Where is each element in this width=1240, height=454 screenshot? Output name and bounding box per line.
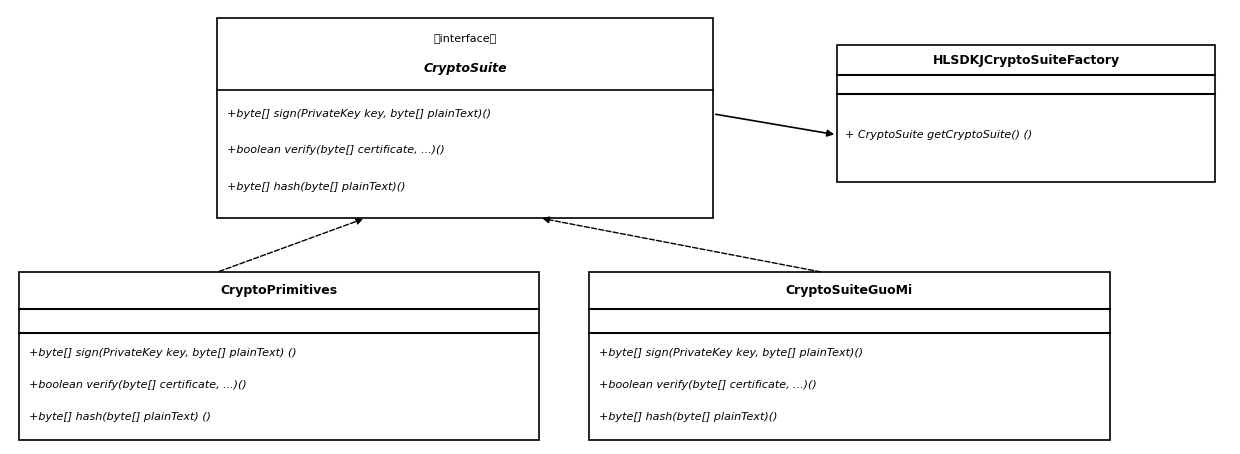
Text: +boolean verify(byte[] certificate, ...)(): +boolean verify(byte[] certificate, ...)… <box>599 380 817 390</box>
Text: +byte[] hash(byte[] plainText)(): +byte[] hash(byte[] plainText)() <box>227 182 405 192</box>
Text: +byte[] hash(byte[] plainText) (): +byte[] hash(byte[] plainText) () <box>29 412 211 422</box>
Bar <box>217 18 713 218</box>
Text: +boolean verify(byte[] certificate, ...)(): +boolean verify(byte[] certificate, ...)… <box>227 145 445 155</box>
Text: CryptoSuite: CryptoSuite <box>423 62 507 75</box>
Text: CryptoSuiteGuoMi: CryptoSuiteGuoMi <box>786 284 913 297</box>
Text: 《interface》: 《interface》 <box>433 33 497 43</box>
Text: +byte[] sign(PrivateKey key, byte[] plainText)(): +byte[] sign(PrivateKey key, byte[] plai… <box>227 109 491 119</box>
Bar <box>837 45 1215 182</box>
Text: +byte[] sign(PrivateKey key, byte[] plainText) (): +byte[] sign(PrivateKey key, byte[] plai… <box>29 348 296 358</box>
Text: +byte[] hash(byte[] plainText)(): +byte[] hash(byte[] plainText)() <box>599 412 777 422</box>
Text: + CryptoSuite getCryptoSuite() (): + CryptoSuite getCryptoSuite() () <box>844 130 1032 140</box>
Text: +boolean verify(byte[] certificate, ...)(): +boolean verify(byte[] certificate, ...)… <box>29 380 247 390</box>
Bar <box>589 272 1110 440</box>
Bar <box>19 272 539 440</box>
Text: +byte[] sign(PrivateKey key, byte[] plainText)(): +byte[] sign(PrivateKey key, byte[] plai… <box>599 348 863 358</box>
Text: HLSDKJCryptoSuiteFactory: HLSDKJCryptoSuiteFactory <box>932 54 1120 67</box>
Text: CryptoPrimitives: CryptoPrimitives <box>221 284 337 297</box>
